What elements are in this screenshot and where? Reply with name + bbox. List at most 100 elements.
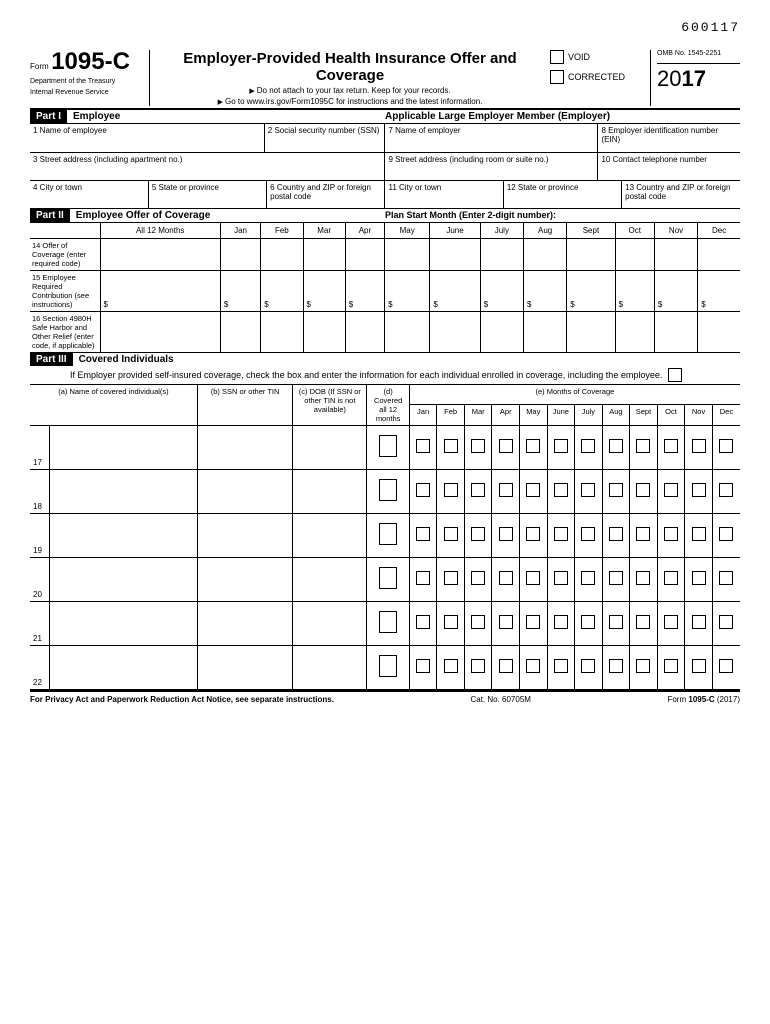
covered-name[interactable] [49, 646, 197, 690]
field-4-city[interactable]: 4 City or town [30, 181, 148, 209]
p2-cell[interactable] [698, 312, 740, 353]
covered-all12-checkbox[interactable] [367, 470, 409, 514]
covered-ssn[interactable] [197, 514, 292, 558]
field-3-address[interactable]: 3 Street address (including apartment no… [30, 152, 385, 180]
field-2-ssn[interactable]: 2 Social security number (SSN) [264, 124, 385, 152]
covered-month-checkbox[interactable] [602, 514, 630, 558]
covered-ssn[interactable] [197, 558, 292, 602]
p2-cell[interactable] [480, 239, 523, 271]
covered-month-checkbox[interactable] [492, 646, 520, 690]
covered-month-checkbox[interactable] [437, 558, 465, 602]
covered-month-checkbox[interactable] [602, 602, 630, 646]
covered-ssn[interactable] [197, 426, 292, 470]
covered-dob[interactable] [293, 602, 367, 646]
covered-name[interactable] [49, 426, 197, 470]
p2-cell[interactable] [430, 312, 480, 353]
covered-month-checkbox[interactable] [547, 426, 575, 470]
covered-month-checkbox[interactable] [492, 558, 520, 602]
field-12-state[interactable]: 12 State or province [503, 181, 621, 209]
p2-cell[interactable] [261, 312, 303, 353]
covered-month-checkbox[interactable] [437, 646, 465, 690]
p2-cell[interactable] [220, 239, 260, 271]
p2-cell[interactable]: $ [261, 271, 303, 312]
covered-month-checkbox[interactable] [657, 470, 685, 514]
covered-month-checkbox[interactable] [492, 602, 520, 646]
covered-all12-checkbox[interactable] [367, 602, 409, 646]
covered-month-checkbox[interactable] [657, 558, 685, 602]
covered-ssn[interactable] [197, 646, 292, 690]
covered-month-checkbox[interactable] [630, 558, 658, 602]
covered-name[interactable] [49, 602, 197, 646]
p2-cell[interactable]: $ [567, 271, 615, 312]
p2-cell[interactable] [261, 239, 303, 271]
covered-month-checkbox[interactable] [712, 602, 740, 646]
covered-month-checkbox[interactable] [685, 602, 713, 646]
covered-month-checkbox[interactable] [520, 558, 548, 602]
corrected-checkbox[interactable] [550, 70, 564, 84]
covered-month-checkbox[interactable] [464, 558, 492, 602]
covered-name[interactable] [49, 514, 197, 558]
covered-dob[interactable] [293, 646, 367, 690]
field-9-address[interactable]: 9 Street address (including room or suit… [385, 152, 598, 180]
covered-month-checkbox[interactable] [575, 646, 603, 690]
p2-cell[interactable] [523, 239, 566, 271]
covered-all12-checkbox[interactable] [367, 646, 409, 690]
covered-month-checkbox[interactable] [437, 426, 465, 470]
covered-month-checkbox[interactable] [602, 558, 630, 602]
covered-month-checkbox[interactable] [520, 470, 548, 514]
covered-month-checkbox[interactable] [520, 602, 548, 646]
covered-dob[interactable] [293, 426, 367, 470]
covered-month-checkbox[interactable] [657, 426, 685, 470]
covered-month-checkbox[interactable] [464, 646, 492, 690]
covered-month-checkbox[interactable] [685, 514, 713, 558]
covered-dob[interactable] [293, 514, 367, 558]
covered-month-checkbox[interactable] [602, 470, 630, 514]
p2-cell[interactable]: $ [345, 271, 384, 312]
p2-cell[interactable] [615, 239, 654, 271]
covered-month-checkbox[interactable] [492, 470, 520, 514]
covered-month-checkbox[interactable] [547, 514, 575, 558]
p2-cell[interactable] [345, 312, 384, 353]
p2-cell[interactable] [303, 312, 345, 353]
p2-cell[interactable] [385, 239, 430, 271]
p2-cell[interactable]: $ [303, 271, 345, 312]
p2-cell[interactable]: $ [615, 271, 654, 312]
covered-month-checkbox[interactable] [657, 514, 685, 558]
covered-month-checkbox[interactable] [464, 514, 492, 558]
p2-cell[interactable]: $ [698, 271, 740, 312]
covered-month-checkbox[interactable] [630, 602, 658, 646]
p2-cell[interactable] [567, 239, 615, 271]
covered-month-checkbox[interactable] [409, 426, 437, 470]
covered-month-checkbox[interactable] [547, 470, 575, 514]
covered-month-checkbox[interactable] [630, 426, 658, 470]
covered-ssn[interactable] [197, 602, 292, 646]
covered-month-checkbox[interactable] [712, 514, 740, 558]
p2-cell[interactable] [615, 312, 654, 353]
covered-month-checkbox[interactable] [409, 646, 437, 690]
p2-cell[interactable] [100, 312, 220, 353]
p2-cell[interactable]: $ [385, 271, 430, 312]
covered-dob[interactable] [293, 470, 367, 514]
covered-all12-checkbox[interactable] [367, 426, 409, 470]
field-13-zip[interactable]: 13 Country and ZIP or foreign postal cod… [622, 181, 740, 209]
p2-cell[interactable] [100, 239, 220, 271]
covered-month-checkbox[interactable] [712, 470, 740, 514]
field-7-employer[interactable]: 7 Name of employer [385, 124, 598, 152]
covered-ssn[interactable] [197, 470, 292, 514]
covered-month-checkbox[interactable] [602, 646, 630, 690]
p2-cell[interactable] [430, 239, 480, 271]
p2-cell[interactable] [303, 239, 345, 271]
p2-cell[interactable]: $ [100, 271, 220, 312]
covered-all12-checkbox[interactable] [367, 558, 409, 602]
covered-month-checkbox[interactable] [575, 426, 603, 470]
covered-all12-checkbox[interactable] [367, 514, 409, 558]
covered-month-checkbox[interactable] [630, 470, 658, 514]
p2-cell[interactable] [654, 239, 697, 271]
covered-month-checkbox[interactable] [602, 426, 630, 470]
p2-cell[interactable]: $ [480, 271, 523, 312]
p2-cell[interactable]: $ [430, 271, 480, 312]
covered-month-checkbox[interactable] [464, 426, 492, 470]
covered-month-checkbox[interactable] [685, 558, 713, 602]
covered-month-checkbox[interactable] [575, 602, 603, 646]
covered-name[interactable] [49, 470, 197, 514]
